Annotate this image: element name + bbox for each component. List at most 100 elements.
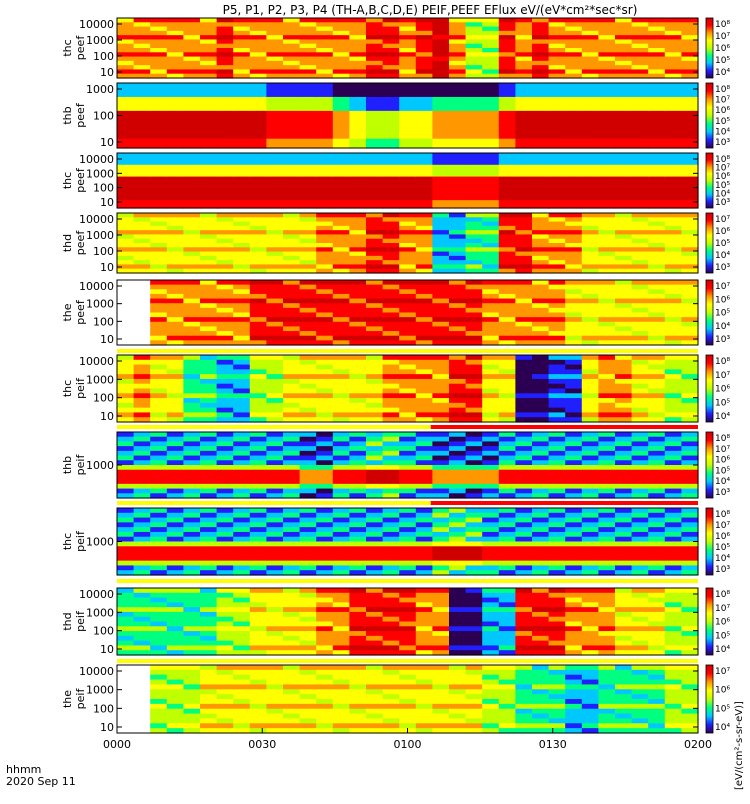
heatmap-cell xyxy=(598,313,615,318)
heatmap-cell xyxy=(681,57,698,62)
heatmap-cell xyxy=(399,718,416,723)
heatmap-cell xyxy=(515,294,532,299)
heatmap-cell xyxy=(333,294,350,299)
heatmap-cell xyxy=(349,256,366,261)
heatmap-cell xyxy=(283,389,300,394)
heatmap-cell xyxy=(399,260,416,265)
heatmap-cell xyxy=(333,196,350,201)
heatmap-cell xyxy=(632,694,649,699)
heatmap-cell xyxy=(349,22,366,27)
heatmap-cell xyxy=(233,88,250,93)
heatmap-cell xyxy=(466,285,483,290)
heatmap-cell xyxy=(300,484,317,489)
heatmap-cell xyxy=(183,308,200,313)
heatmap-cell xyxy=(200,44,217,49)
heatmap-cell xyxy=(333,398,350,403)
heatmap-cell xyxy=(582,264,599,269)
heatmap-cell xyxy=(399,213,416,218)
heatmap-cell xyxy=(532,336,549,341)
heatmap-cell xyxy=(266,718,283,723)
heatmap-cell xyxy=(283,432,300,437)
heatmap-cell xyxy=(665,129,682,134)
heatmap-cell xyxy=(549,527,566,532)
heatmap-cell xyxy=(233,169,250,174)
heatmap-cell xyxy=(466,280,483,285)
heatmap-cell xyxy=(316,723,333,728)
heatmap-cell xyxy=(300,588,317,593)
heatmap-cell xyxy=(499,39,516,44)
heatmap-cell xyxy=(598,165,615,170)
heatmap-cell xyxy=(449,243,466,248)
heatmap-cell xyxy=(349,631,366,636)
heatmap-cell xyxy=(399,527,416,532)
colorbar-tick-label: 10³ xyxy=(715,335,730,345)
heatmap-cell xyxy=(449,217,466,222)
heatmap-cell xyxy=(665,280,682,285)
heatmap-cell xyxy=(482,18,499,23)
heatmap-cell xyxy=(681,522,698,527)
heatmap-cell xyxy=(432,256,449,261)
heatmap-cell xyxy=(399,48,416,53)
heatmap-cell xyxy=(416,243,433,248)
heatmap-cell xyxy=(565,188,582,193)
heatmap-cell xyxy=(200,260,217,265)
heatmap-cell xyxy=(549,694,566,699)
heatmap-cell xyxy=(200,508,217,513)
heatmap-cell xyxy=(233,111,250,116)
heatmap-cell xyxy=(499,169,516,174)
heatmap-cell xyxy=(366,294,383,299)
heatmap-cell xyxy=(515,157,532,162)
heatmap-cell xyxy=(200,622,217,627)
heatmap-cell xyxy=(300,670,317,675)
heatmap-cell xyxy=(250,61,267,66)
heatmap-cell xyxy=(416,27,433,32)
heatmap-cell xyxy=(217,134,234,139)
heatmap-cell xyxy=(217,294,234,299)
heatmap-cell xyxy=(466,379,483,384)
heatmap-cell xyxy=(681,551,698,556)
heatmap-cell xyxy=(449,551,466,556)
heatmap-cell xyxy=(416,18,433,23)
heatmap-cell xyxy=(333,588,350,593)
heatmap-cell xyxy=(366,551,383,556)
heatmap-cell xyxy=(665,588,682,593)
heatmap-cell xyxy=(449,188,466,193)
heatmap-cell xyxy=(134,593,151,598)
y-axis-label-probe: thc xyxy=(61,533,74,550)
heatmap-cell xyxy=(349,645,366,650)
heatmap-cell xyxy=(416,196,433,201)
heatmap-cell xyxy=(449,181,466,186)
heatmap-cell xyxy=(432,161,449,166)
heatmap-cell xyxy=(615,192,632,197)
heatmap-cell xyxy=(681,294,698,299)
heatmap-cell xyxy=(565,680,582,685)
heatmap-cell xyxy=(250,631,267,636)
heatmap-cell xyxy=(366,532,383,537)
heatmap-cell xyxy=(399,313,416,318)
heatmap-cell xyxy=(432,441,449,446)
heatmap-cell xyxy=(283,546,300,551)
heatmap-cell xyxy=(482,441,499,446)
heatmap-cell xyxy=(632,120,649,125)
heatmap-cell xyxy=(482,39,499,44)
heatmap-cell xyxy=(117,48,134,53)
heatmap-cell xyxy=(250,470,267,475)
heatmap-cell xyxy=(466,689,483,694)
heatmap-cell xyxy=(499,565,516,570)
heatmap-cell xyxy=(482,369,499,374)
heatmap-cell xyxy=(582,102,599,107)
heatmap-cell xyxy=(466,542,483,547)
heatmap-cell xyxy=(449,513,466,518)
heatmap-cell xyxy=(266,680,283,685)
heatmap-cell xyxy=(134,470,151,475)
heatmap-cell xyxy=(283,200,300,205)
heatmap-cell xyxy=(648,322,665,327)
heatmap-cell xyxy=(383,260,400,265)
heatmap-cell xyxy=(582,412,599,417)
heatmap-cell xyxy=(615,111,632,116)
heatmap-cell xyxy=(399,88,416,93)
heatmap-cell xyxy=(333,125,350,130)
heatmap-cell xyxy=(316,239,333,244)
heatmap-cell xyxy=(432,489,449,494)
heatmap-cell xyxy=(167,718,184,723)
